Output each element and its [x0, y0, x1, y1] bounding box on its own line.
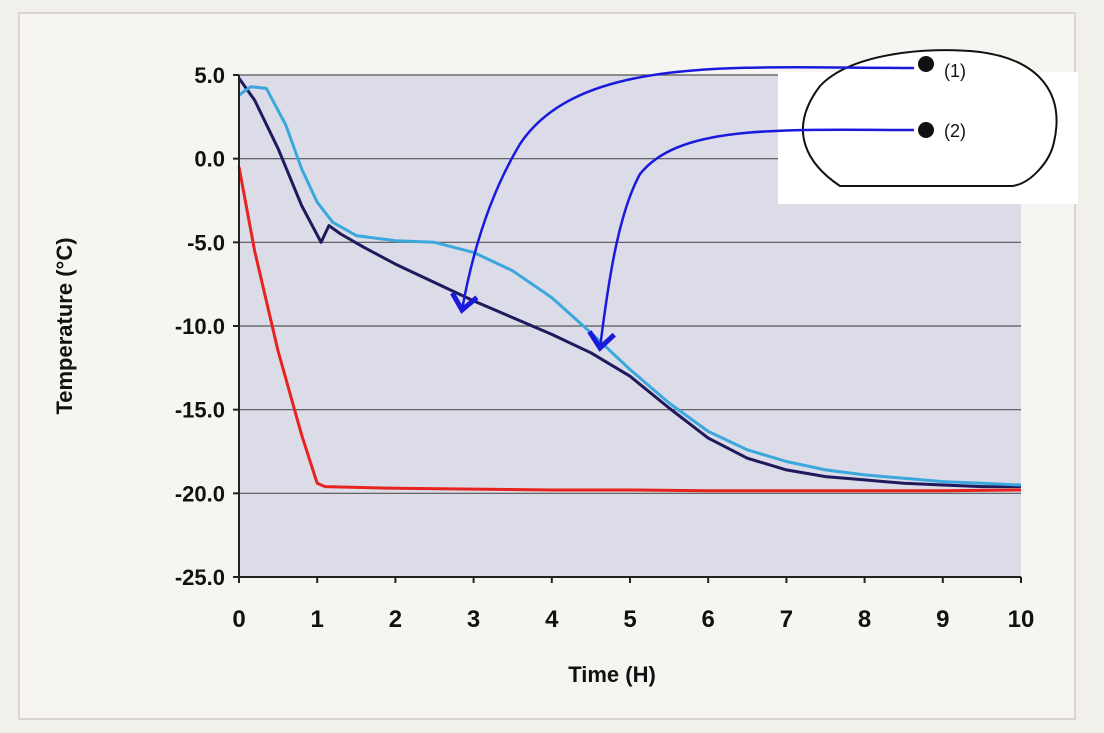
series-line-3 — [238, 85, 1022, 487]
inset-diagram: (1) (2) — [778, 49, 1078, 204]
x-tick-label-7: 7 — [780, 606, 793, 633]
inset-shape — [801, 49, 1058, 187]
point-2-label: (2) — [944, 121, 966, 141]
y-tick-label-4: -15.0 — [175, 398, 225, 423]
series-layer — [237, 77, 1022, 493]
series-line-2 — [237, 77, 1021, 489]
arrows — [450, 65, 915, 352]
x-tick-label-4: 4 — [545, 606, 559, 633]
point-1-label: (1) — [944, 61, 966, 81]
series-line-1 — [237, 166, 1022, 493]
x-tick-label-1: 1 — [311, 606, 324, 633]
x-tick-label-3: 3 — [467, 606, 480, 633]
y-tick-label-5: -20.0 — [175, 481, 225, 506]
y-tick-label-2: -5.0 — [187, 230, 225, 255]
y-tick-label-3: -10.0 — [175, 314, 225, 339]
x-axis-label: Time (H) — [568, 662, 656, 687]
chart-frame: 5.0 0.0 -5.0 -10.0 -15.0 -20.0 -25.0 0 1 2 3 4 5 6 7 8 9… — [18, 12, 1078, 720]
x-tick-label-8: 8 — [858, 606, 871, 633]
arrow-point-2 — [587, 128, 915, 352]
point-2-marker — [918, 122, 934, 138]
axes: 5.0 0.0 -5.0 -10.0 -15.0 -20.0 -25.0 0 1 2 3 4 5 6 7 8 9… — [52, 63, 1034, 687]
y-tick-label-1: 0.0 — [194, 147, 225, 172]
x-tick-label-5: 5 — [623, 606, 636, 633]
y-tick-label-6: -25.0 — [175, 565, 225, 590]
y-axis-label: Temperature (°C) — [52, 237, 77, 414]
point-1-marker — [918, 56, 934, 72]
x-tick-label-10: 10 — [1008, 606, 1035, 633]
x-tick-label-0: 0 — [232, 606, 245, 633]
x-tick-label-6: 6 — [702, 606, 715, 633]
y-tick-label-0: 5.0 — [194, 63, 225, 88]
arrow-point-1 — [450, 65, 915, 314]
x-tick-label-9: 9 — [936, 606, 949, 633]
x-tick-label-2: 2 — [389, 606, 402, 633]
chart: 5.0 0.0 -5.0 -10.0 -15.0 -20.0 -25.0 0 1 2 3 4 5 6 7 8 9… — [52, 49, 1078, 687]
